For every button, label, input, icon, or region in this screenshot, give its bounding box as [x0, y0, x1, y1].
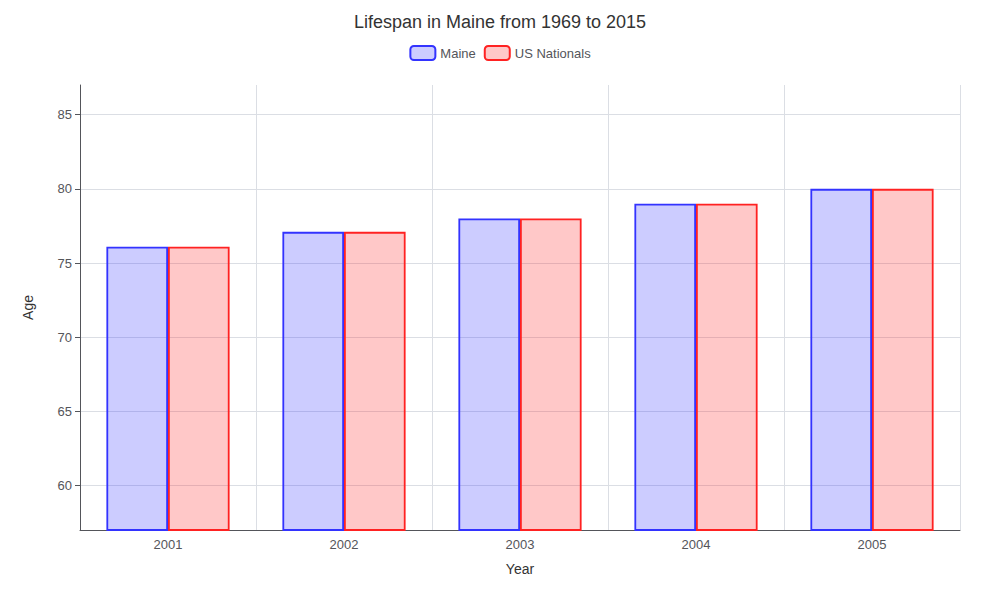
svg-text:US Nationals: US Nationals: [515, 46, 591, 61]
svg-text:Age: Age: [20, 295, 36, 320]
svg-text:75: 75: [58, 256, 72, 271]
svg-text:2004: 2004: [682, 537, 711, 552]
svg-text:Lifespan in Maine from 1969 to: Lifespan in Maine from 1969 to 2015: [354, 12, 646, 32]
svg-text:2001: 2001: [154, 537, 183, 552]
svg-text:Maine: Maine: [440, 46, 475, 61]
svg-text:85: 85: [58, 107, 72, 122]
svg-text:80: 80: [58, 181, 72, 196]
svg-text:2005: 2005: [858, 537, 887, 552]
svg-text:70: 70: [58, 330, 72, 345]
svg-text:2002: 2002: [330, 537, 359, 552]
svg-text:Year: Year: [506, 561, 535, 577]
svg-text:2003: 2003: [506, 537, 535, 552]
svg-text:65: 65: [58, 404, 72, 419]
svg-text:60: 60: [58, 478, 72, 493]
